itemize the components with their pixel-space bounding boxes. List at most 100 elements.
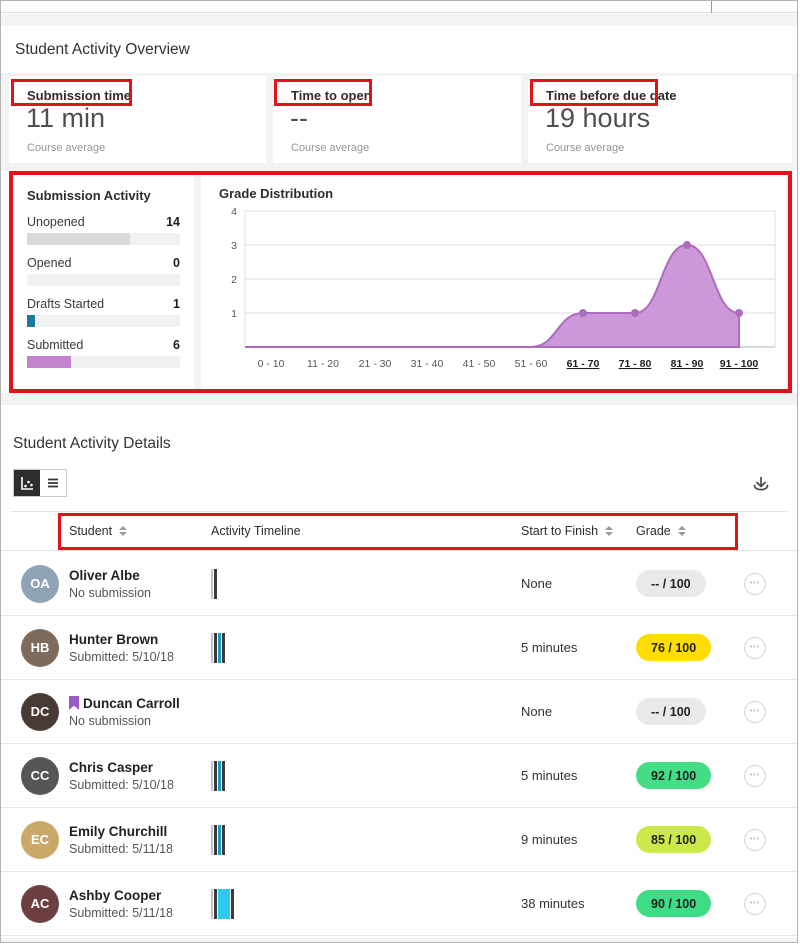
table-header: Student Activity Timeline Start to Finis… — [1, 512, 797, 551]
sort-icon[interactable] — [605, 526, 614, 536]
background-band — [1, 14, 797, 26]
column-header-start-to-finish[interactable]: Start to Finish — [521, 524, 599, 538]
item-label: Unopened — [27, 215, 85, 229]
ellipsis-icon: ••• — [749, 644, 761, 651]
stat-card-time-to-open: Time to open -- Course average — [273, 76, 521, 163]
submission-status: Submitted: 5/10/18 — [69, 777, 174, 792]
submission-status: Submitted: 5/11/18 — [69, 841, 174, 856]
submission-activity-item: Drafts Started 1 — [27, 297, 180, 327]
start-to-finish-value: None — [521, 576, 553, 591]
ellipsis-menu-button[interactable]: ••• — [744, 764, 766, 787]
grade-pill[interactable]: 92 / 100 — [636, 762, 712, 789]
grade-pill[interactable]: -- / 100 — [636, 570, 706, 597]
svg-text:21 - 30: 21 - 30 — [359, 358, 392, 370]
svg-text:1: 1 — [231, 308, 237, 320]
item-label: Opened — [27, 256, 72, 270]
table-row: AC Ashby Cooper Submitted: 5/11/18 38 mi… — [1, 872, 797, 936]
ellipsis-menu-button[interactable]: ••• — [744, 892, 766, 915]
avatar: OA — [21, 564, 59, 603]
overview-title: Student Activity Overview — [15, 41, 190, 58]
ellipsis-menu-button[interactable]: ••• — [744, 700, 766, 723]
sort-icon[interactable] — [677, 526, 686, 536]
grade-distribution-chart[interactable]: 1 2 3 4 0 - 10 11 - 20 21 - 30 31 - 40 41 - 50 51… — [211, 205, 781, 377]
timeline-view-button[interactable] — [14, 470, 40, 496]
avatar: AC — [21, 884, 59, 923]
item-value: 1 — [173, 297, 180, 311]
ellipsis-menu-button[interactable]: ••• — [744, 572, 766, 595]
grade-pill[interactable]: 76 / 100 — [636, 634, 712, 661]
download-button[interactable] — [747, 471, 775, 499]
start-to-finish-value: None — [521, 704, 553, 719]
grade-distribution-title: Grade Distribution — [219, 186, 334, 201]
table-row: HB Hunter Brown Submitted: 5/10/18 5 min… — [1, 616, 797, 680]
submission-status: Submitted: 5/11/18 — [69, 905, 174, 920]
bar-track — [27, 315, 180, 327]
item-label: Submitted — [27, 338, 84, 352]
submission-status: No submission — [69, 585, 151, 600]
grade-pill[interactable]: 90 / 100 — [636, 890, 712, 917]
student-name[interactable]: Ashby Cooper — [69, 887, 162, 903]
student-name[interactable]: Duncan Carroll — [83, 695, 180, 711]
table-row: CC Chris Casper Submitted: 5/10/18 5 min… — [1, 744, 797, 808]
svg-text:31 - 40: 31 - 40 — [411, 358, 444, 370]
svg-text:61 - 70: 61 - 70 — [567, 358, 600, 370]
stat-label: Time before due date — [546, 88, 677, 103]
avatar: EC — [21, 820, 59, 859]
stat-caption: Course average — [291, 142, 370, 154]
start-to-finish-value: 5 minutes — [521, 768, 578, 783]
activity-timeline — [211, 697, 521, 727]
activity-timeline — [211, 760, 521, 791]
column-header-activity-timeline: Activity Timeline — [211, 524, 301, 538]
grade-pill[interactable]: 85 / 100 — [636, 826, 712, 853]
ellipsis-icon: ••• — [749, 772, 761, 779]
avatar: HB — [21, 628, 59, 667]
table-row: EC Emily Churchill Submitted: 5/11/18 9 … — [1, 808, 797, 872]
item-value: 0 — [173, 256, 180, 270]
sort-icon[interactable] — [119, 526, 128, 536]
svg-text:41 - 50: 41 - 50 — [463, 358, 496, 370]
stat-cards-row: Submission time 11 min Course average Ti… — [1, 73, 797, 171]
stat-label: Submission time — [27, 88, 132, 103]
student-name[interactable]: Oliver Albe — [69, 567, 140, 583]
start-to-finish-value: 9 minutes — [521, 832, 578, 847]
ellipsis-icon: ••• — [749, 708, 761, 715]
divider — [11, 511, 787, 512]
table-body: OA Oliver Albe No submission None -- / 1… — [1, 552, 797, 936]
background-band — [1, 938, 797, 942]
submission-activity-title: Submission Activity — [27, 188, 151, 203]
ellipsis-menu-button[interactable]: ••• — [744, 636, 766, 659]
svg-text:81 - 90: 81 - 90 — [671, 358, 704, 370]
student-name[interactable]: Chris Casper — [69, 759, 154, 775]
column-header-grade[interactable]: Grade — [636, 524, 671, 538]
svg-text:4: 4 — [231, 206, 237, 218]
activity-timeline — [211, 824, 521, 855]
submission-activity-item: Submitted 6 — [27, 338, 180, 368]
activity-timeline — [211, 568, 521, 599]
list-view-button[interactable] — [40, 470, 66, 496]
ellipsis-icon: ••• — [749, 900, 761, 907]
top-strip — [1, 1, 797, 13]
avatar: CC — [21, 756, 59, 795]
column-header-student[interactable]: Student — [69, 524, 113, 538]
student-name[interactable]: Hunter Brown — [69, 631, 159, 647]
svg-text:51 - 60: 51 - 60 — [515, 358, 548, 370]
bar-track — [27, 233, 180, 245]
bar-fill — [27, 315, 35, 327]
table-row: OA Oliver Albe No submission None -- / 1… — [1, 552, 797, 616]
item-label: Drafts Started — [27, 297, 105, 311]
overview-header: Student Activity Overview — [1, 26, 797, 73]
grade-pill[interactable]: -- / 100 — [636, 698, 706, 725]
ellipsis-menu-button[interactable]: ••• — [744, 828, 766, 851]
bar-track — [27, 356, 180, 368]
student-name[interactable]: Emily Churchill — [69, 823, 168, 839]
svg-text:0 - 10: 0 - 10 — [258, 358, 285, 370]
stat-caption: Course average — [27, 142, 106, 154]
stat-value: 19 hours — [545, 103, 651, 133]
avatar: DC — [21, 692, 59, 731]
svg-text:11 - 20: 11 - 20 — [307, 358, 339, 370]
top-divider-line — [711, 1, 712, 13]
submission-status: Submitted: 5/10/18 — [69, 649, 174, 664]
bar-fill — [27, 356, 72, 368]
start-to-finish-value: 38 minutes — [521, 896, 585, 911]
